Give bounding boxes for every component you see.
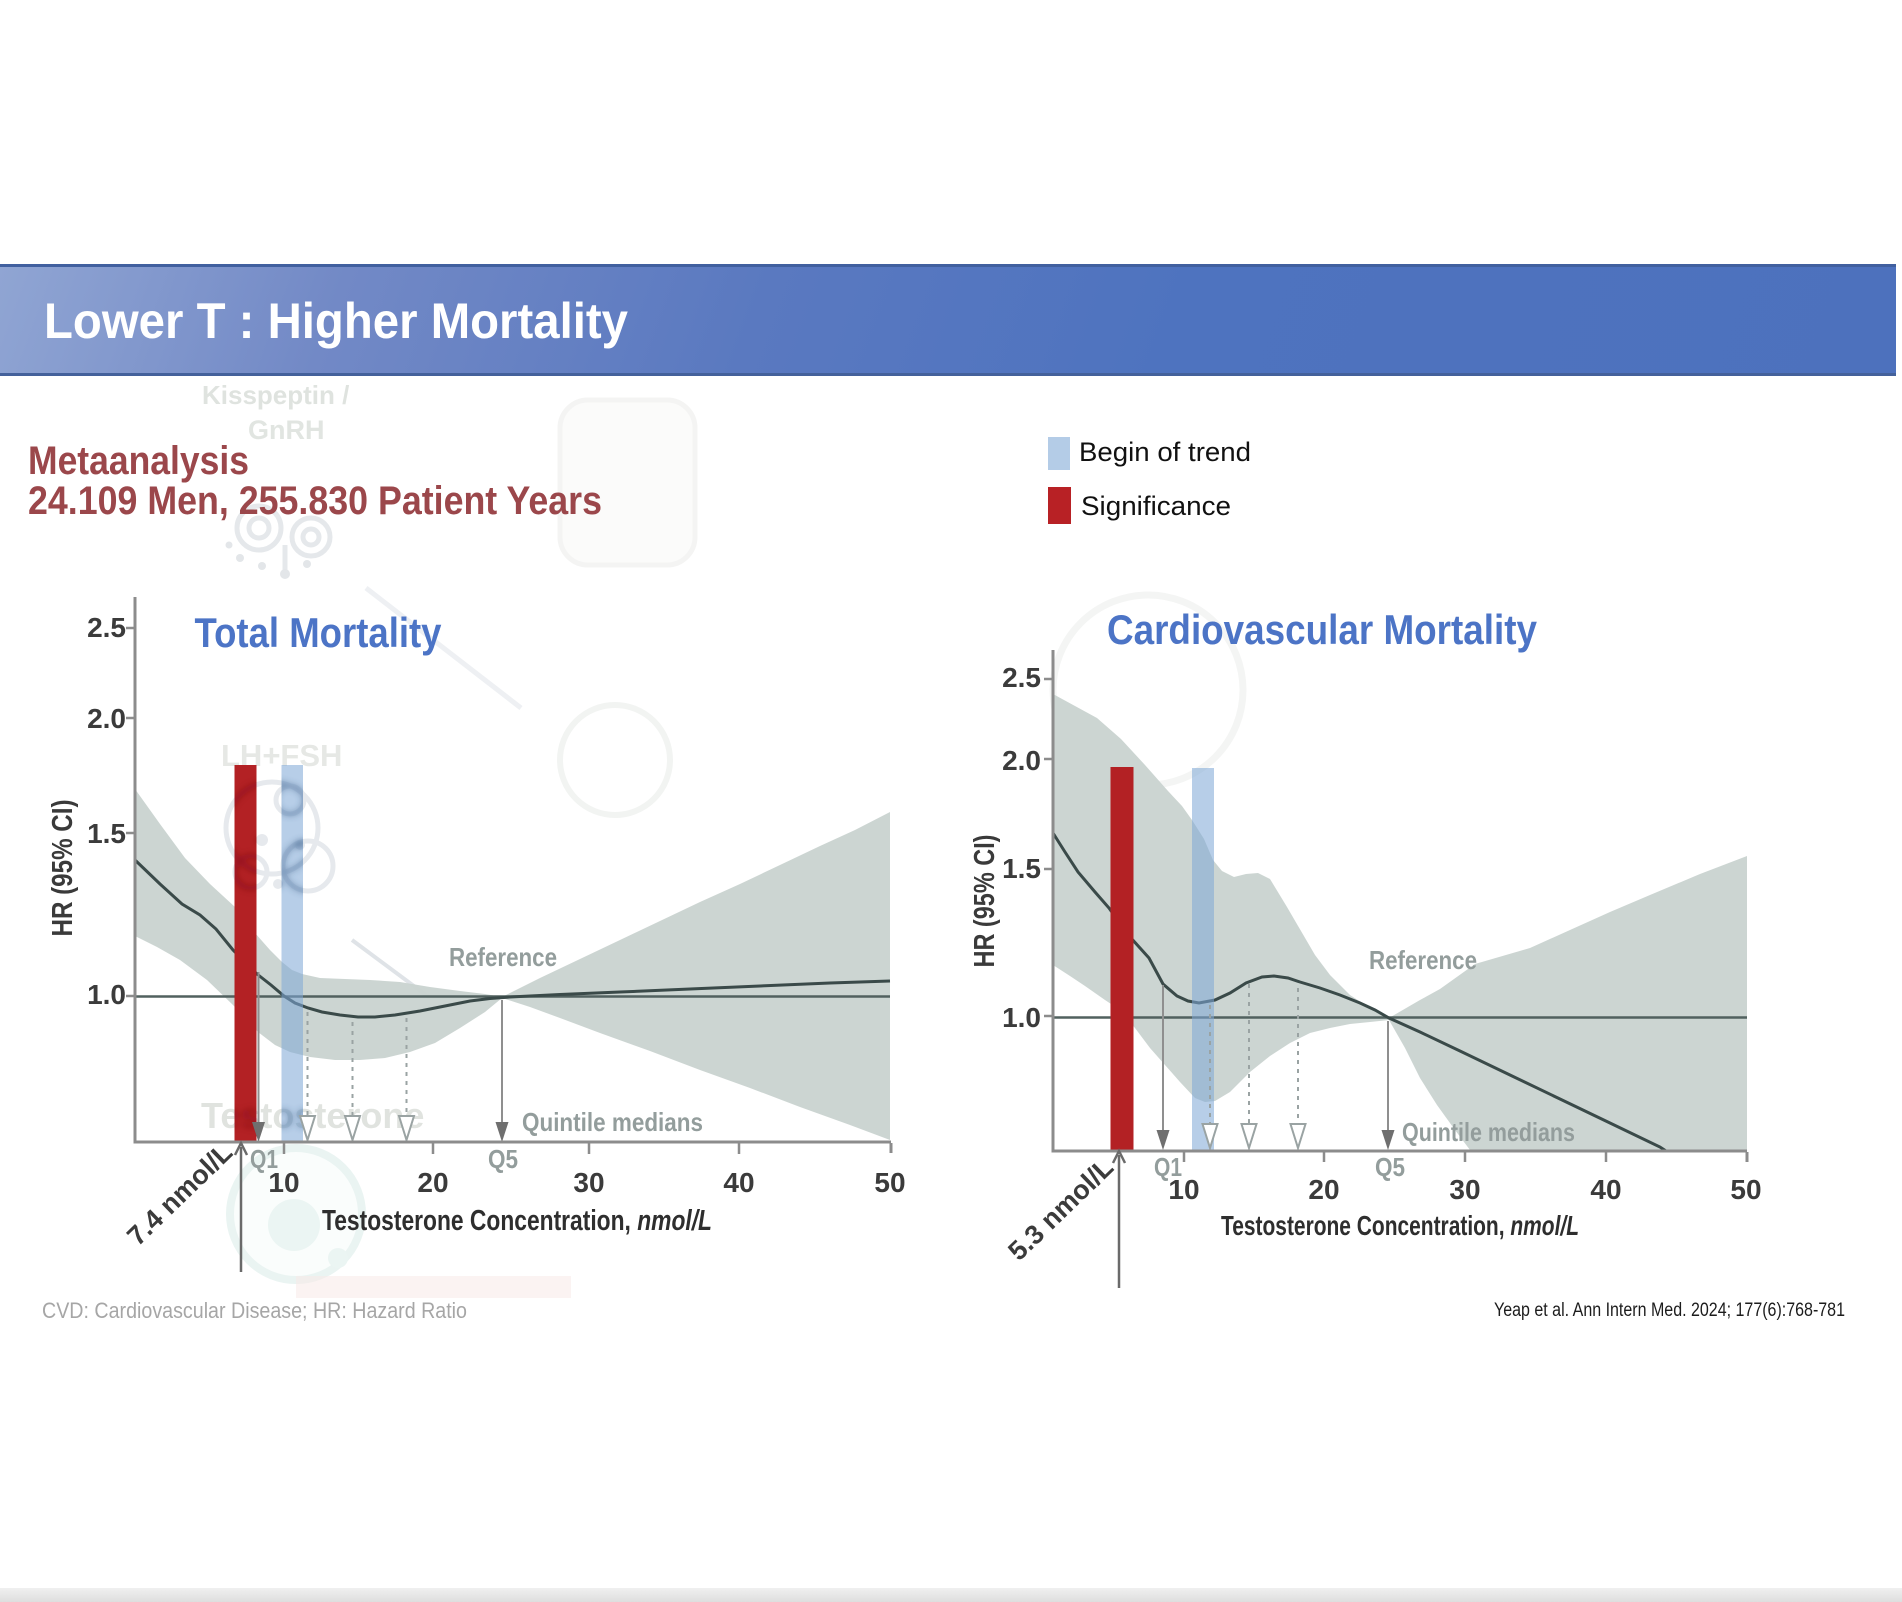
svg-text:30: 30 (573, 1167, 604, 1198)
svg-text:24.109 Men, 255.830 Patient Ye: 24.109 Men, 255.830 Patient Years (28, 479, 602, 523)
svg-text:HR (95% CI): HR (95% CI) (47, 800, 79, 937)
svg-text:CVD: Cardiovascular Disease; H: CVD: Cardiovascular Disease; HR: Hazard … (42, 1298, 467, 1323)
svg-text:5.3 nmol/L: 5.3 nmol/L (1002, 1152, 1119, 1266)
svg-text:GnRH: GnRH (248, 415, 325, 445)
svg-text:Yeap et al. Ann Intern Med. 20: Yeap et al. Ann Intern Med. 2024; 177(6)… (1494, 1300, 1845, 1321)
svg-text:Testosterone: Testosterone (201, 1095, 424, 1136)
svg-text:50: 50 (1730, 1174, 1761, 1205)
svg-text:Reference: Reference (449, 942, 557, 972)
svg-text:Total Mortality: Total Mortality (195, 609, 443, 656)
svg-text:50: 50 (874, 1167, 905, 1198)
svg-text:Significance: Significance (1081, 491, 1231, 521)
svg-text:2.0: 2.0 (87, 703, 126, 734)
svg-text:40: 40 (723, 1167, 754, 1198)
svg-text:1.5: 1.5 (87, 818, 126, 849)
svg-text:Testosterone Concentration, nm: Testosterone Concentration, nmol/L (322, 1205, 712, 1237)
svg-text:Reference: Reference (1369, 945, 1477, 975)
svg-text:20: 20 (1308, 1174, 1339, 1205)
svg-text:Begin of trend: Begin of trend (1079, 437, 1251, 467)
svg-text:Q1: Q1 (250, 1144, 278, 1174)
svg-text:40: 40 (1590, 1174, 1621, 1205)
svg-text:Q5: Q5 (1375, 1152, 1405, 1182)
svg-text:7.4 nmol/L: 7.4 nmol/L (121, 1137, 238, 1251)
svg-text:Testosterone Concentration, nm: Testosterone Concentration, nmol/L (1221, 1210, 1579, 1241)
svg-text:Q1: Q1 (1154, 1152, 1182, 1182)
svg-text:Kisspeptin /: Kisspeptin / (202, 380, 349, 410)
svg-text:Lower T : Higher Mortality: Lower T : Higher Mortality (44, 293, 628, 349)
svg-text:10: 10 (268, 1167, 299, 1198)
svg-text:1.0: 1.0 (87, 979, 126, 1010)
svg-text:Quintile medians: Quintile medians (1402, 1117, 1575, 1147)
svg-text:Quintile medians: Quintile medians (522, 1107, 703, 1137)
svg-text:2.5: 2.5 (87, 612, 126, 643)
svg-text:Cardiovascular Mortality: Cardiovascular Mortality (1107, 606, 1538, 653)
svg-text:10: 10 (1168, 1174, 1199, 1205)
svg-text:Q5: Q5 (488, 1144, 518, 1174)
svg-text:Metaanalysis: Metaanalysis (28, 439, 249, 483)
svg-text:2.0: 2.0 (1002, 745, 1041, 776)
svg-text:HR (95% CI): HR (95% CI) (969, 835, 1001, 968)
svg-text:1.5: 1.5 (1002, 853, 1041, 884)
svg-text:30: 30 (1449, 1174, 1480, 1205)
svg-text:1.0: 1.0 (1002, 1002, 1041, 1033)
svg-text:20: 20 (417, 1167, 448, 1198)
svg-text:Testosterone: Testosterone (201, 1095, 424, 1136)
svg-text:2.5: 2.5 (1002, 662, 1041, 693)
